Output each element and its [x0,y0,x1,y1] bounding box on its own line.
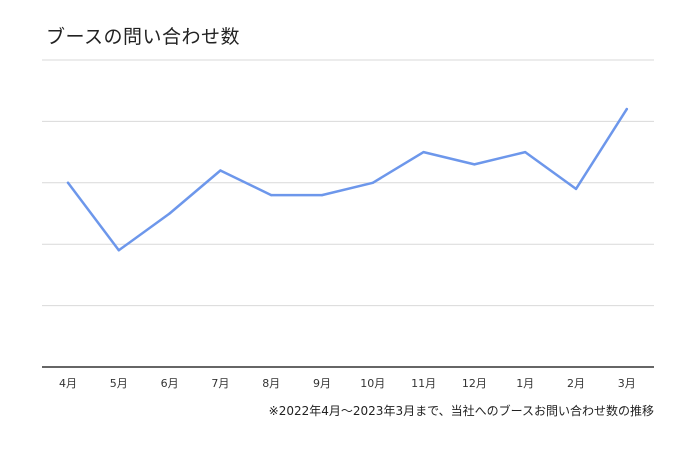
x-tick-label: 3月 [618,377,636,390]
data-point [574,187,578,191]
x-tick-label: 9月 [313,377,331,390]
x-tick-label: 11月 [411,377,436,390]
data-point [625,107,628,111]
x-tick-label: 5月 [110,377,128,390]
data-point [524,150,527,154]
series-line [66,107,629,252]
x-tick-labels: 4月 5月 6月 7月 8月 9月 10月 11月 12月 1月 2月 3月 [59,377,636,390]
data-point [117,249,121,252]
data-point [66,181,70,184]
x-tick-label: 7月 [211,377,229,390]
gridlines [42,59,654,307]
x-tick-label: 8月 [262,377,280,390]
data-point [371,181,374,184]
data-point [270,193,273,197]
data-point [168,212,171,215]
x-tick-label: 6月 [161,377,179,390]
data-point [320,193,324,197]
x-tick-label: 1月 [516,377,534,390]
data-points [66,107,628,252]
x-tick-label: 4月 [59,377,77,390]
data-point [422,150,425,154]
data-point [219,169,222,172]
x-tick-label: 12月 [462,377,487,390]
x-tick-label: 10月 [360,377,385,390]
chart-note: ※2022年4月～2023年3月まで、当社へのブースお問い合わせ数の推移 [268,404,654,418]
chart-title: ブースの問い合わせ数 [46,26,241,48]
x-tick-label: 2月 [567,377,585,390]
data-point [473,163,476,166]
